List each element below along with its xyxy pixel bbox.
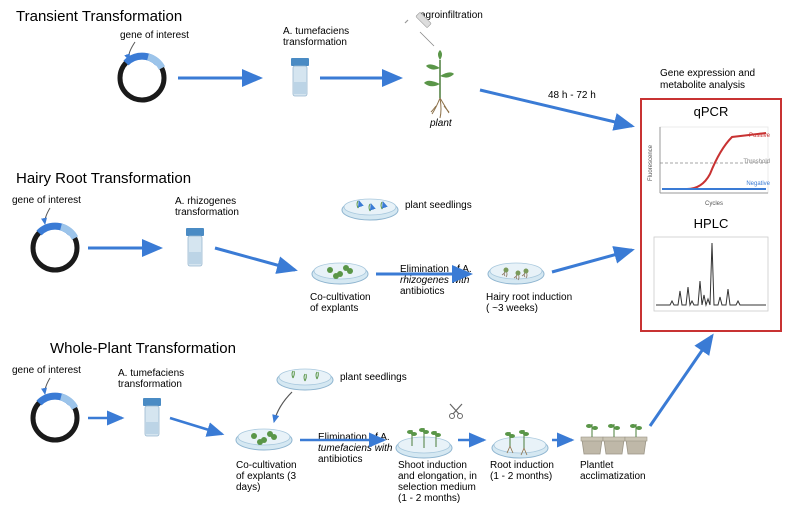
seedlings-label-2: plant seedlings [340, 372, 407, 384]
shoot-4: (1 - 2 months) [398, 493, 460, 505]
hplc-chart [642, 231, 780, 323]
dish-cocult-2 [236, 429, 292, 450]
seedling-dish-2 [277, 369, 333, 390]
svg-text:Threshold: Threshold [743, 159, 770, 165]
time-label: 48 h - 72 h [548, 90, 596, 102]
goi-label-3: gene of interest [12, 365, 81, 377]
plasmid-icon-3 [33, 396, 77, 440]
hri-2: ( ~3 weeks) [486, 303, 538, 315]
svg-text:Negative: Negative [746, 181, 770, 187]
plant-label: plant [430, 118, 452, 130]
qpcr-title: qPCR [642, 100, 780, 119]
analysis-box: qPCR Positive Threshold Negative Cycles … [640, 98, 782, 332]
root-2: (1 - 2 months) [490, 471, 552, 483]
shoot-dish [396, 428, 452, 458]
svg-text:Fluorescence: Fluorescence [648, 144, 654, 181]
elim-rhiz-3: antibiotics [400, 286, 444, 298]
root-dish [492, 430, 548, 458]
whole-title: Whole-Plant Transformation [50, 340, 236, 357]
pot-1 [581, 424, 603, 454]
gene-expr-1: Gene expression and [660, 68, 755, 80]
goi-arrow-3 [45, 378, 50, 394]
atume-3b: transformation [118, 379, 182, 391]
seedling-dish-1 [342, 199, 398, 220]
seedling-arrow-2 [274, 392, 292, 422]
arrow-2-2 [215, 248, 295, 270]
dish-hairy [488, 263, 544, 284]
hairy-roots-icon [502, 268, 529, 281]
atume-1b: transformation [283, 37, 347, 49]
goi-label-1: gene of interest [120, 30, 189, 42]
transient-title: Transient Transformation [16, 8, 182, 25]
goi-label-2: gene of interest [12, 195, 81, 207]
scissors-icon [450, 404, 463, 419]
plasmid-icon [120, 56, 164, 100]
seedlings-label-1: plant seedlings [405, 200, 472, 212]
agroinfiltration-label: agroinfiltration [420, 10, 483, 22]
arhiz-b: transformation [175, 207, 239, 219]
elim-tume-3: antibiotics [318, 454, 362, 466]
arrow-3-6 [650, 336, 712, 426]
pot-2 [603, 424, 625, 454]
svg-text:Positive: Positive [749, 133, 771, 139]
cocult-1b: of explants [310, 303, 358, 315]
arrow-2-4 [552, 250, 632, 272]
hplc-title: HPLC [642, 214, 780, 231]
arrow-3-2 [170, 418, 222, 434]
gene-expr-2: metabolite analysis [660, 80, 745, 92]
tube-icon-3 [143, 398, 161, 436]
explants-1 [327, 265, 353, 279]
pot-3 [625, 424, 647, 454]
plant-icon [424, 50, 454, 118]
cocult-2c: days) [236, 482, 260, 494]
explants-2 [251, 431, 277, 445]
goi-arrow-1 [129, 42, 135, 60]
tube-icon-2 [186, 228, 204, 266]
qpcr-chart: Positive Threshold Negative Cycles Fluor… [642, 119, 780, 209]
tube-icon-1 [291, 58, 309, 96]
svg-text:Cycles: Cycles [705, 201, 723, 207]
hairy-title: Hairy Root Transformation [16, 170, 191, 187]
dish-cocult-1 [312, 263, 368, 284]
plantlet-2: acclimatization [580, 471, 646, 483]
plasmid-icon-2 [33, 226, 77, 270]
goi-arrow-2 [45, 208, 50, 224]
